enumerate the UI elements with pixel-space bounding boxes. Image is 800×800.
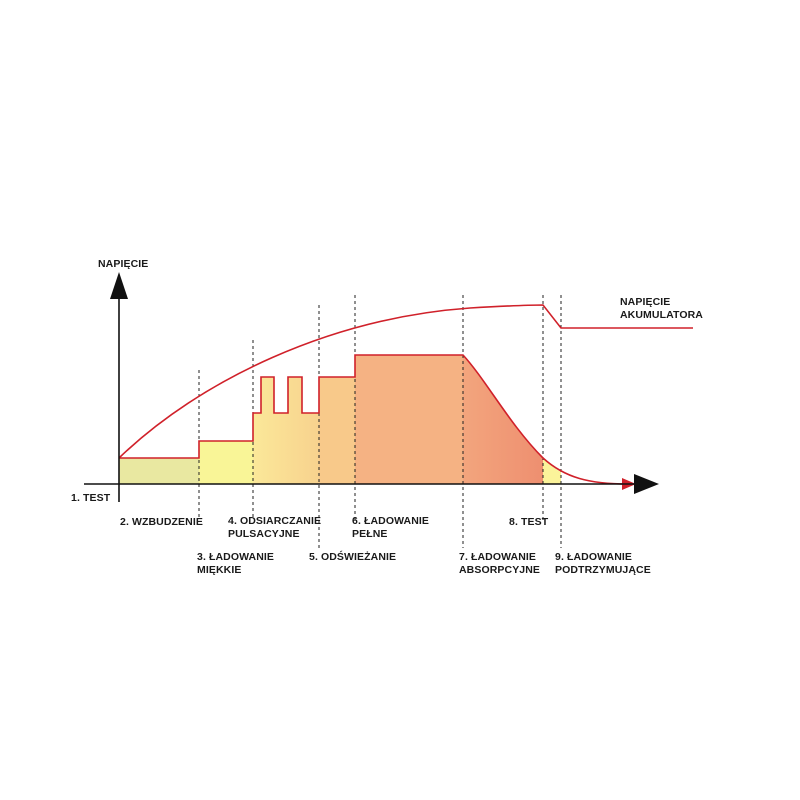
stage-label-6: 6. ŁADOWANIE PEŁNE [352,515,432,540]
stage-label-8: 8. TEST [509,516,549,528]
y-axis-label: NAPIĘCIE [98,258,148,270]
stage-5-fill [319,377,355,484]
stage-label-2: 2. WZBUDZENIE [120,516,203,528]
stage-2-fill [119,458,199,484]
stage-label-4: 4. ODSIARCZANIE PULSACYJNE [228,515,324,540]
stage-label-5: 5. ODŚWIEŻANIE [309,550,396,563]
stage-label-7: 7. ŁADOWANIE ABSORPCYJNE [459,551,540,576]
stage-label-9: 9. ŁADOWANIE PODTRZYMUJĄCE [555,551,651,576]
stage-3-fill [199,441,253,484]
charger-voltage-line [119,354,629,485]
battery-voltage-label: NAPIĘCIE AKUMULATORA [620,296,703,321]
x-axis-arrowhead [634,474,659,494]
stage-6-fill [355,355,463,484]
battery-voltage-curve [118,304,693,459]
stage-9-fill [543,458,561,484]
y-axis-arrowhead [110,272,128,299]
stage-4-fill [253,377,319,484]
stage-label-3: 3. ŁADOWANIE MIĘKKIE [197,551,277,576]
stage-7-fill [463,355,543,484]
stage-label-1: 1. TEST [71,492,111,504]
